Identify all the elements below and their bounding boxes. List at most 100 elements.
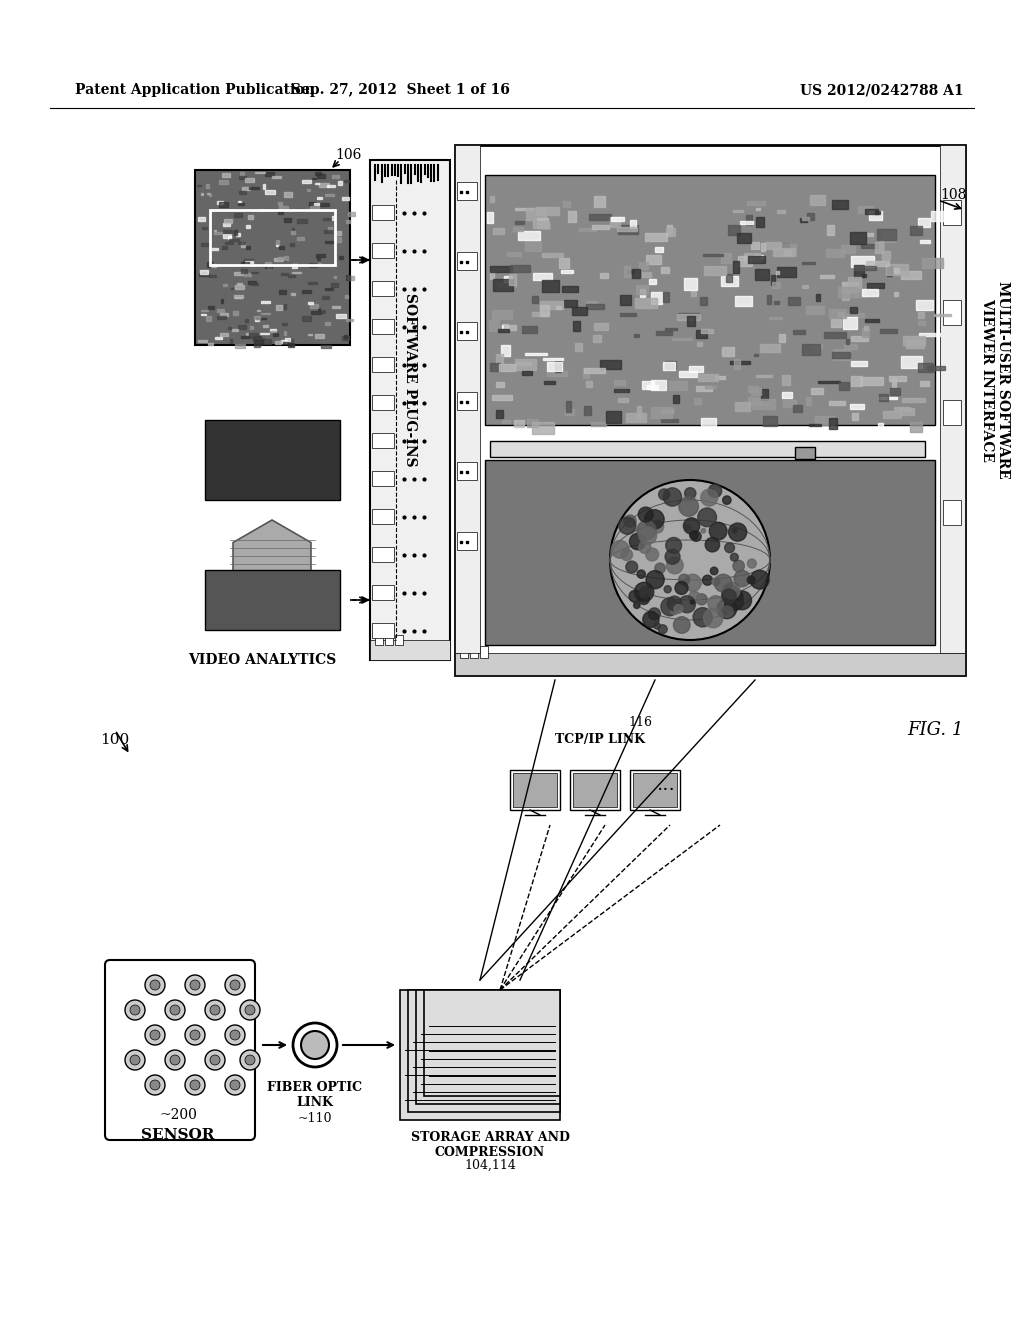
Bar bbox=[372, 623, 394, 638]
Bar bbox=[335, 238, 341, 242]
Bar bbox=[673, 338, 692, 339]
Bar bbox=[457, 322, 477, 341]
Bar bbox=[878, 424, 884, 430]
Bar bbox=[782, 244, 790, 251]
Bar bbox=[694, 399, 701, 404]
Bar bbox=[208, 306, 214, 309]
Bar bbox=[504, 325, 516, 330]
Bar bbox=[514, 209, 532, 210]
Bar bbox=[767, 294, 771, 305]
Bar bbox=[839, 288, 858, 297]
Bar bbox=[455, 653, 965, 675]
Bar bbox=[587, 381, 592, 387]
Bar bbox=[824, 333, 846, 338]
Bar bbox=[250, 326, 253, 329]
Bar bbox=[338, 181, 342, 185]
Bar bbox=[618, 399, 628, 403]
Bar bbox=[372, 243, 394, 257]
Bar bbox=[867, 234, 873, 236]
Bar bbox=[513, 774, 557, 807]
Bar bbox=[666, 327, 677, 330]
Bar bbox=[594, 195, 605, 207]
Bar bbox=[814, 345, 822, 348]
Bar bbox=[346, 276, 349, 280]
Bar bbox=[490, 441, 925, 457]
Bar bbox=[699, 297, 707, 305]
Bar bbox=[865, 318, 880, 322]
Bar bbox=[314, 203, 318, 206]
Bar bbox=[715, 376, 725, 379]
Bar bbox=[919, 363, 933, 372]
Bar bbox=[651, 407, 672, 417]
Bar bbox=[592, 224, 609, 228]
Bar bbox=[255, 319, 259, 321]
Bar bbox=[679, 371, 696, 378]
Bar bbox=[537, 207, 559, 215]
Bar bbox=[900, 408, 914, 416]
Bar bbox=[207, 193, 210, 194]
Circle shape bbox=[185, 975, 205, 995]
Bar bbox=[663, 409, 673, 413]
Bar bbox=[257, 309, 260, 312]
Bar bbox=[234, 214, 242, 216]
Bar bbox=[874, 211, 881, 214]
Bar bbox=[236, 345, 245, 347]
Bar bbox=[890, 376, 906, 381]
Bar bbox=[566, 401, 571, 412]
Bar bbox=[637, 407, 641, 418]
Bar bbox=[628, 271, 634, 273]
Bar bbox=[633, 774, 677, 807]
Circle shape bbox=[660, 598, 679, 615]
Bar bbox=[548, 371, 567, 376]
Bar bbox=[777, 267, 796, 277]
Bar bbox=[205, 420, 340, 500]
Bar bbox=[302, 289, 310, 293]
Bar bbox=[706, 385, 716, 388]
Circle shape bbox=[125, 1049, 145, 1071]
Bar bbox=[793, 405, 802, 412]
Circle shape bbox=[205, 1001, 225, 1020]
Circle shape bbox=[664, 488, 682, 506]
Circle shape bbox=[210, 1055, 220, 1065]
Bar bbox=[202, 227, 207, 228]
Bar bbox=[239, 201, 241, 202]
Bar bbox=[344, 335, 347, 338]
Bar bbox=[234, 285, 244, 289]
Bar bbox=[283, 342, 289, 345]
Bar bbox=[501, 345, 510, 356]
Bar bbox=[319, 183, 330, 187]
Bar bbox=[308, 281, 317, 285]
Circle shape bbox=[240, 1001, 260, 1020]
Bar bbox=[802, 345, 820, 355]
Circle shape bbox=[650, 520, 664, 533]
Bar bbox=[922, 259, 943, 268]
Bar bbox=[858, 206, 873, 214]
Bar bbox=[282, 273, 288, 275]
Bar bbox=[833, 350, 850, 360]
Circle shape bbox=[639, 527, 656, 544]
Bar bbox=[806, 396, 811, 405]
Circle shape bbox=[667, 597, 682, 611]
Bar bbox=[861, 244, 883, 248]
Bar bbox=[650, 380, 667, 389]
Bar bbox=[756, 218, 765, 227]
Bar bbox=[842, 282, 858, 292]
Bar bbox=[333, 306, 340, 308]
Bar bbox=[771, 275, 775, 285]
Bar bbox=[883, 231, 895, 243]
Bar bbox=[795, 475, 814, 487]
Bar bbox=[555, 362, 561, 372]
Bar bbox=[610, 216, 621, 227]
Bar bbox=[211, 264, 216, 267]
Circle shape bbox=[170, 1055, 180, 1065]
Bar bbox=[310, 304, 318, 309]
Bar bbox=[291, 293, 295, 294]
Bar bbox=[650, 292, 662, 304]
Bar bbox=[372, 356, 394, 372]
Bar bbox=[515, 220, 524, 224]
Bar bbox=[584, 368, 589, 378]
Bar bbox=[336, 314, 346, 318]
Circle shape bbox=[703, 609, 723, 628]
Bar bbox=[772, 282, 780, 288]
Bar bbox=[237, 234, 241, 236]
